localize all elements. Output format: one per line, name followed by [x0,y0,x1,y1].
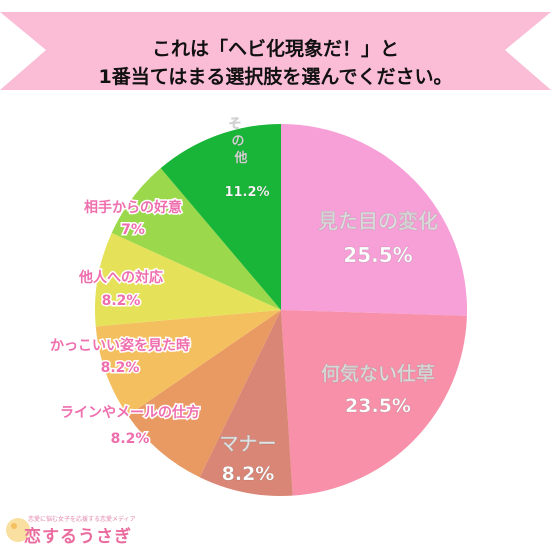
slice-value: 8.2% [111,431,150,447]
pie-slice [111,168,281,310]
pie-slice [95,310,281,416]
logo [6,518,30,542]
slice-value: 8.2% [101,360,140,376]
slice-value: 8.2% [222,463,275,485]
logo-name: 恋するうさぎ [24,527,132,547]
slice-value: 25.5% [343,243,412,267]
slice-value: 8.2% [102,293,141,309]
pie-slice [199,310,293,496]
slice-value: 23.5% [345,395,411,417]
title-banner [0,12,551,90]
slice-label: マナー [219,433,276,455]
slice-label: 相手からの好意 [84,199,182,216]
pie-slice [281,310,467,496]
pie-slice [160,124,281,310]
logo-tagline: 恋愛に悩む女子を応援する恋愛メディア [28,516,136,523]
slice-label: 他 [233,150,247,166]
slice-label: 他人への対応 [78,269,163,286]
slice-label: ラインやメールの仕方 [60,404,200,421]
slice-label: 見た目の変化 [318,209,438,233]
slice-label: 何気ない仕草 [321,362,435,385]
slice-label: かっこいい姿を見た時 [50,337,190,354]
chart-title-line2: 1番当てはまる選択肢を選んでください。 [98,66,453,88]
slice-value: 7% [121,222,145,238]
chart-title-line1: これは「ヘビ化現象だ！」と [151,38,399,60]
pie-slice [281,124,468,316]
slice-label: の [231,134,244,149]
pie-slice [95,232,281,327]
slice-value: 11.2% [224,185,269,200]
pie-slice [127,310,281,478]
slice-label: そ [228,117,241,132]
